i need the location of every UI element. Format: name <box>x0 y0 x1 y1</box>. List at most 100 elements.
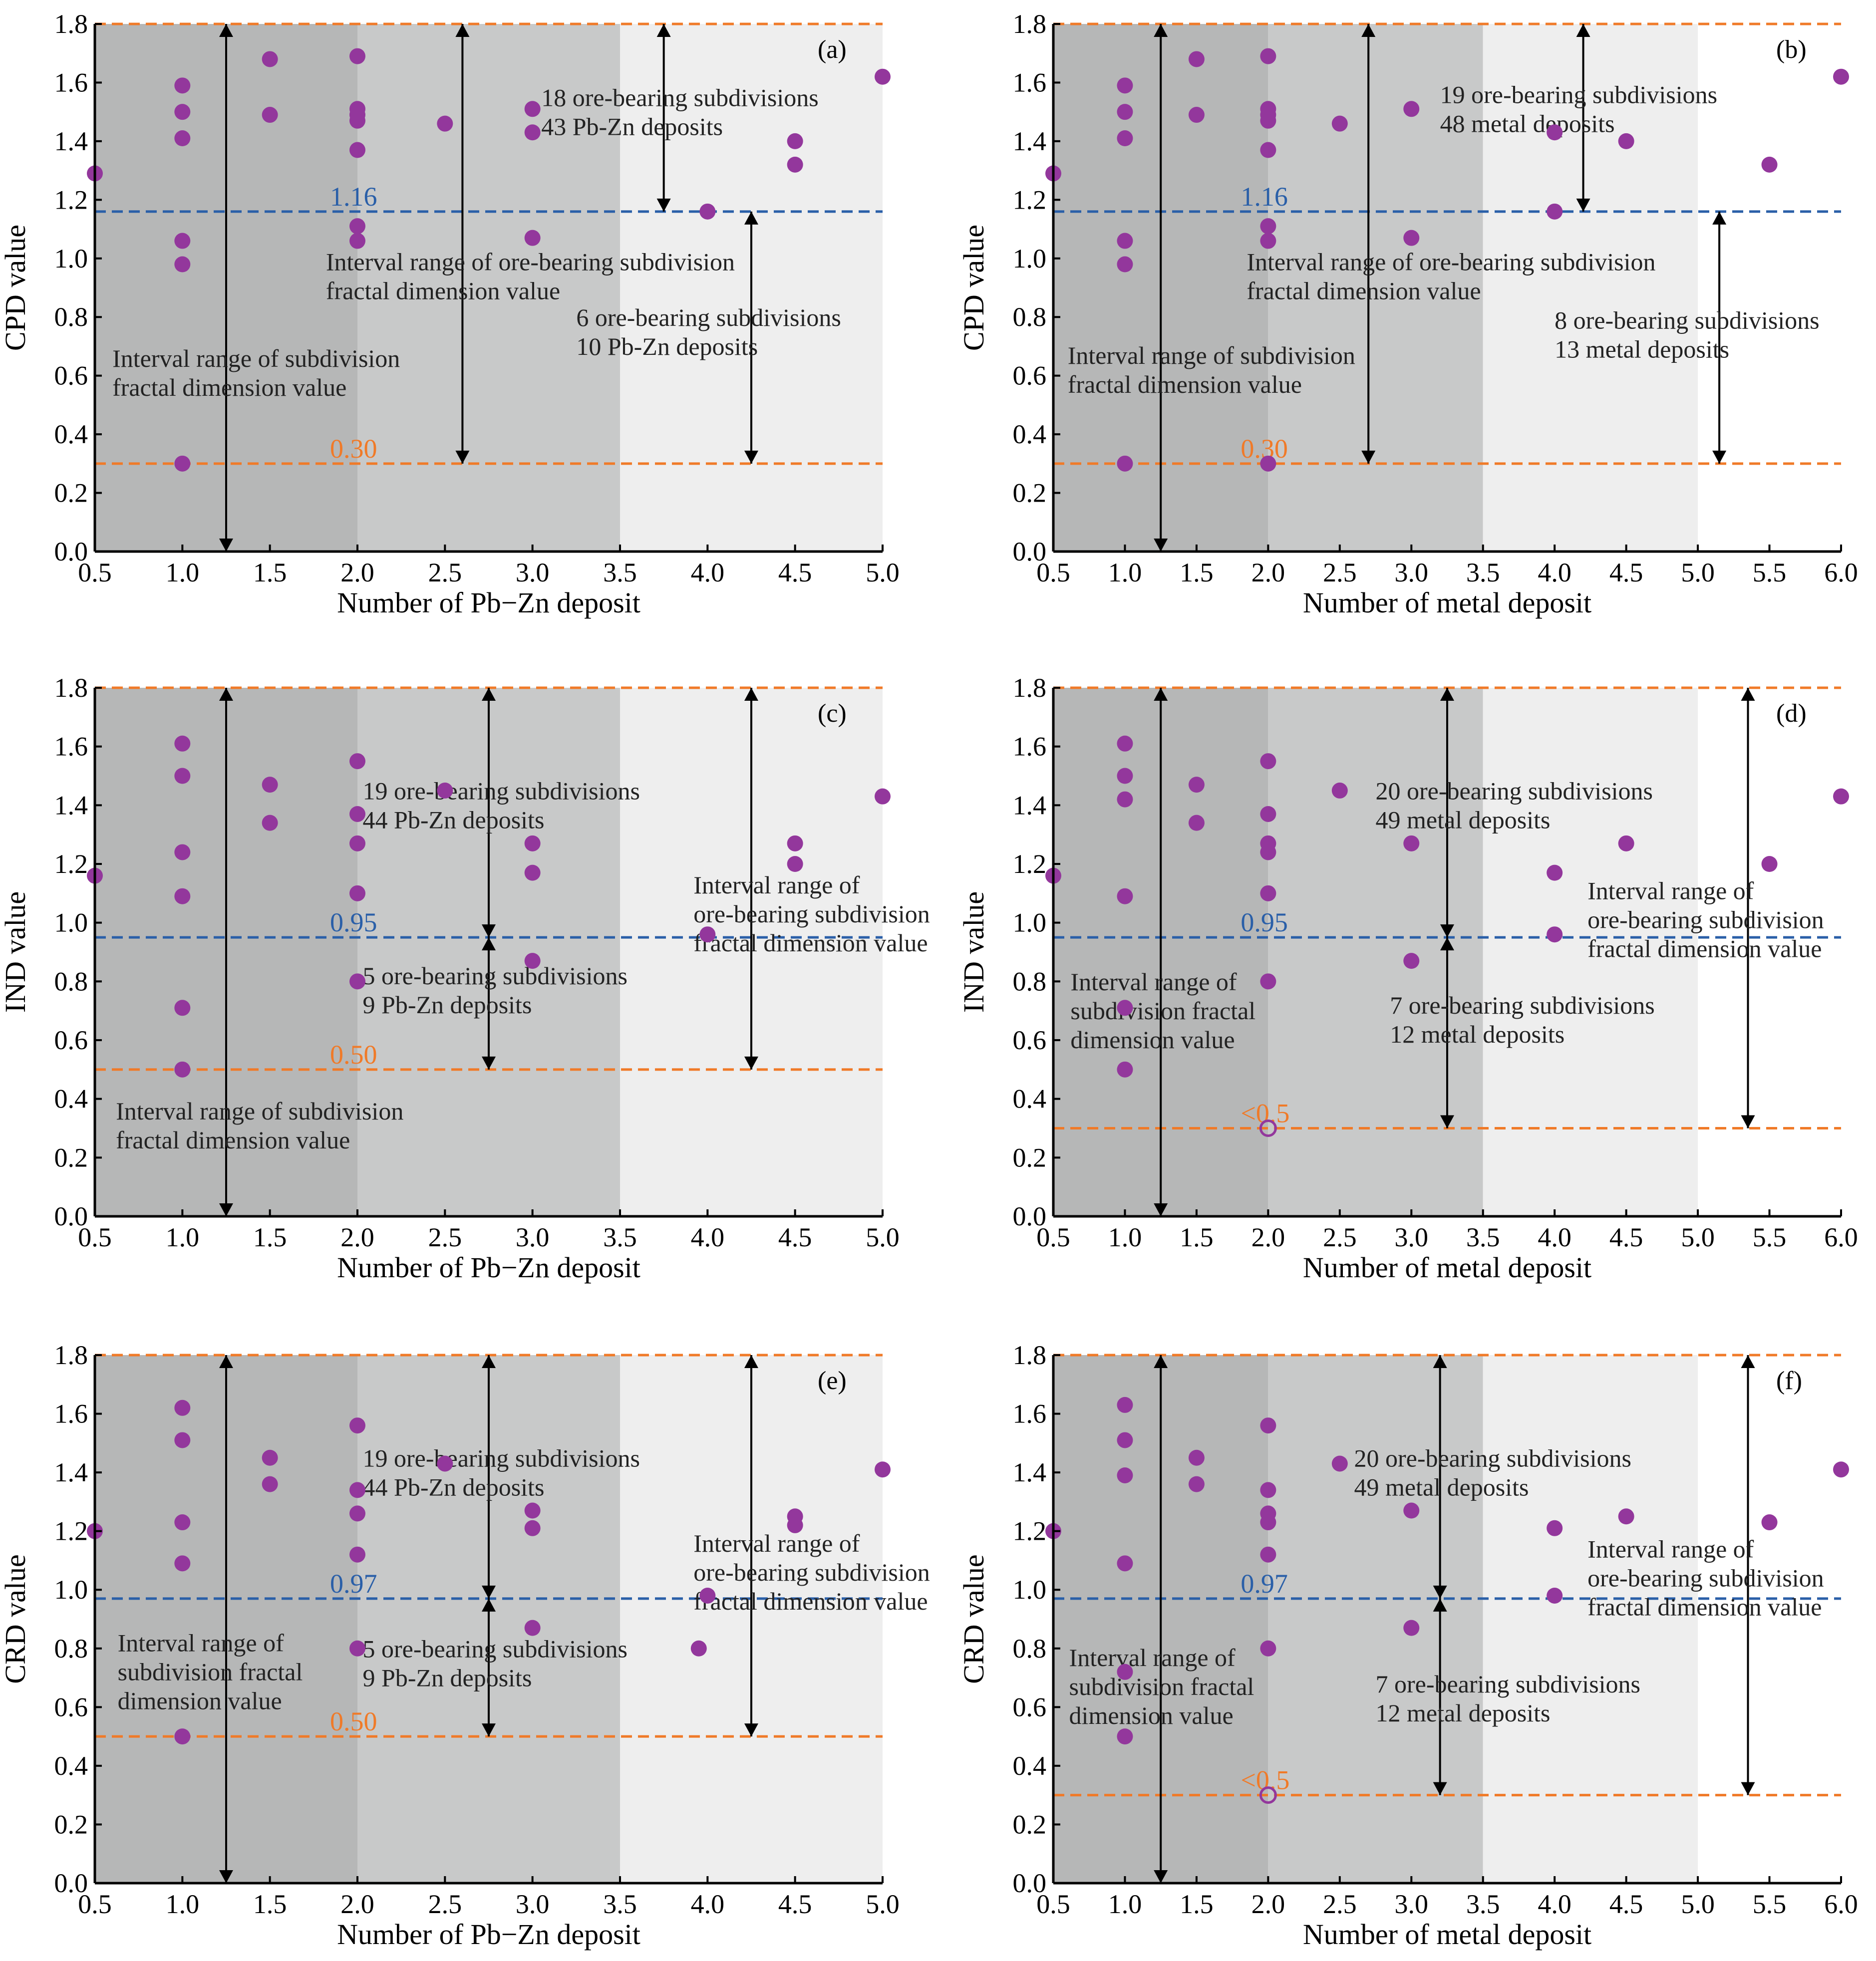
reference-line-label: 0.97 <box>330 1569 377 1599</box>
annotation-line: 13 metal deposits <box>1555 335 1729 363</box>
annotation-line: ore-bearing subdivision <box>693 1558 930 1586</box>
x-tick-label: 4.0 <box>1538 1889 1571 1919</box>
data-point <box>1260 1417 1276 1434</box>
data-point <box>174 1061 191 1078</box>
y-tick-label: 1.4 <box>54 126 88 156</box>
data-point <box>1618 1508 1634 1525</box>
data-point <box>349 1546 365 1563</box>
annotation-line: fractal dimension value <box>116 1126 350 1154</box>
x-tick-label: 2.5 <box>1323 558 1357 587</box>
data-point <box>875 68 891 85</box>
annotation: 7 ore-bearing subdivisions 12 metal depos… <box>1390 991 1654 1048</box>
annotation-line: 6 ore-bearing subdivisions <box>576 303 841 331</box>
annotation-line: Interval range of <box>1070 968 1237 996</box>
data-point <box>1117 1467 1133 1483</box>
x-tick-label: 3.5 <box>603 1222 637 1252</box>
annotation-line: subdivision fractal <box>1070 997 1255 1025</box>
x-axis-title: Number of Pb−Zn deposit <box>337 1251 640 1284</box>
y-tick-label: 1.8 <box>1013 673 1047 703</box>
annotation-line: 12 metal deposits <box>1390 1020 1564 1048</box>
data-point <box>1331 1455 1348 1472</box>
y-axis-title: IND value <box>0 891 31 1013</box>
annotation-line: 18 ore-bearing subdivisions <box>541 83 818 111</box>
data-point <box>1117 233 1133 249</box>
annotation-line: 9 Pb-Zn deposits <box>363 1664 532 1691</box>
annotation: 18 ore-bearing subdivisions 43 Pb-Zn depo… <box>541 83 818 140</box>
arrow-head <box>1741 1115 1755 1128</box>
data-point <box>262 1449 278 1466</box>
annotation-line: 44 Pb-Zn deposits <box>363 1473 545 1501</box>
data-point <box>524 101 541 117</box>
y-tick-label: 0.0 <box>1013 1868 1047 1898</box>
x-axis-title: Number of metal deposit <box>1303 586 1591 619</box>
y-tick-label: 0.4 <box>54 1084 88 1114</box>
y-tick-label: 0.8 <box>1013 302 1047 332</box>
arrow-head <box>1154 1203 1168 1216</box>
annotation-line: Interval range of ore-bearing subdivisio… <box>1247 248 1655 276</box>
y-tick-label: 1.0 <box>54 1575 88 1605</box>
annotation-line: fractal dimension value <box>1247 277 1481 304</box>
arrow-head <box>744 1355 758 1368</box>
y-tick-label: 1.4 <box>54 790 88 820</box>
arrow-head <box>219 24 233 37</box>
annotation-line: Interval range of <box>118 1629 285 1657</box>
annotation-line: ore-bearing subdivision <box>693 900 930 928</box>
annotation: Interval range of subdivision fractal dim… <box>1068 341 1355 398</box>
panel-label: (d) <box>1776 699 1807 728</box>
x-tick-label: 1.0 <box>166 558 200 587</box>
data-point <box>1117 888 1133 904</box>
data-point <box>1618 835 1634 851</box>
y-tick-label: 0.8 <box>54 1634 88 1664</box>
data-point <box>349 233 365 249</box>
data-point <box>1833 788 1849 805</box>
data-point <box>1403 230 1420 246</box>
arrow-head <box>1433 1355 1447 1368</box>
arrow-head <box>1440 937 1454 951</box>
annotation-line: 43 Pb-Zn deposits <box>541 112 723 140</box>
y-axis-title: CRD value <box>0 1554 31 1683</box>
arrow-head <box>482 688 496 701</box>
data-point <box>1260 1546 1276 1563</box>
x-tick-label: 2.0 <box>1251 1889 1285 1919</box>
arrow-head <box>656 198 671 212</box>
annotation-line: dimension value <box>1069 1701 1234 1729</box>
x-tick-label: 4.5 <box>1609 1222 1643 1252</box>
panel-label: (e) <box>818 1367 847 1395</box>
x-tick-label: 2.0 <box>1251 558 1285 587</box>
data-point <box>1188 777 1205 793</box>
data-point <box>1188 51 1205 67</box>
y-axis-title: CRD value <box>957 1554 990 1683</box>
annotation-line: Interval range of subdivision <box>112 344 400 372</box>
data-point <box>787 835 803 851</box>
panel-label: (a) <box>818 35 847 64</box>
reference-line-label: 1.16 <box>330 182 377 212</box>
x-tick-label: 2.5 <box>1323 1222 1357 1252</box>
data-point <box>349 142 365 158</box>
annotation-line: subdivision fractal <box>1069 1673 1254 1700</box>
y-tick-label: 0.4 <box>54 1751 88 1781</box>
reference-line-label: 0.95 <box>330 907 377 937</box>
y-axis-title: CPD value <box>0 225 31 351</box>
arrow-head <box>1433 1598 1447 1612</box>
annotation-line: 5 ore-bearing subdivisions <box>363 1635 627 1663</box>
arrow-head <box>482 1723 496 1737</box>
data-point <box>1117 791 1133 808</box>
y-tick-label: 1.4 <box>1013 1457 1047 1487</box>
x-tick-label: 4.5 <box>778 1889 812 1919</box>
data-point <box>174 844 191 860</box>
data-point <box>1761 856 1778 872</box>
y-tick-label: 0.8 <box>1013 1634 1047 1664</box>
data-point <box>1260 48 1276 64</box>
annotation: Interval range of ore-bearing subdivision… <box>1587 877 1824 963</box>
annotation-line: 10 Pb-Zn deposits <box>576 332 758 360</box>
y-tick-label: 1.4 <box>1013 790 1047 820</box>
x-tick-label: 3.5 <box>603 1889 637 1919</box>
data-point <box>174 888 191 904</box>
arrow-head <box>744 688 758 701</box>
annotation-line: Interval range of <box>693 1529 860 1557</box>
annotation: 7 ore-bearing subdivisions 12 metal depos… <box>1376 1670 1640 1727</box>
x-tick-label: 4.0 <box>691 1222 725 1252</box>
